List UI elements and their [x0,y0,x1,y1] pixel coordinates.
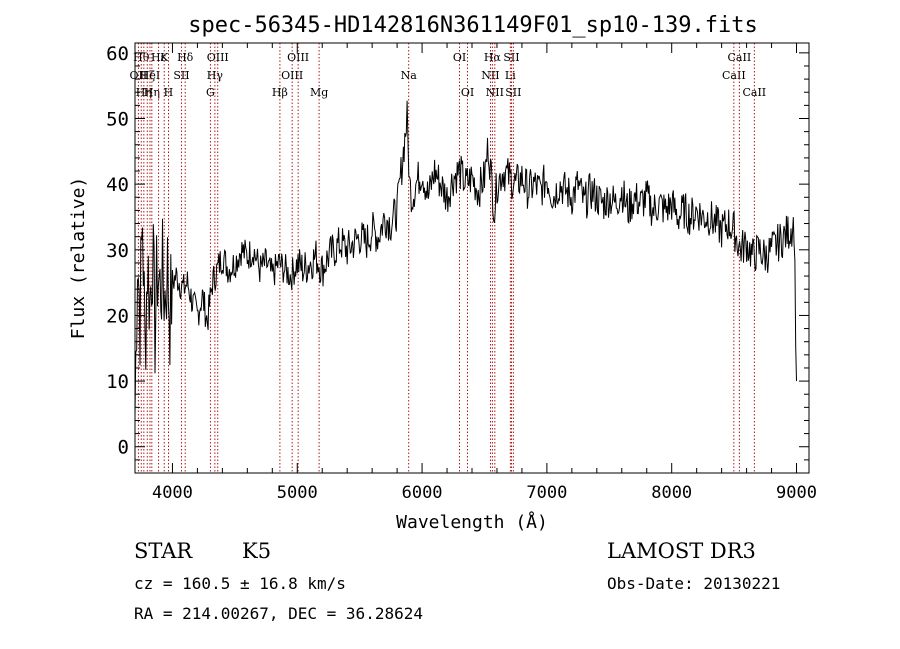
spectral-line-label: Hδ [177,51,194,64]
y-tick-label: 60 [106,43,129,65]
x-tick-label: 8000 [651,483,692,503]
spectral-line-label: CaII [722,69,746,82]
observation-date: Obs-Date: 20130221 [607,574,781,593]
spectral-line-label: Hθ [133,51,150,64]
spectral-line-label: OI [461,86,474,99]
spectral-line-label: Mg [310,86,328,99]
spectral-line-label: OII [130,69,148,82]
spectral-line-label: NII [486,86,504,99]
spectral-line-label: OIII [287,51,309,64]
spectral-line-label: SII [505,86,521,99]
spectral-line-label: CaII [742,86,766,99]
axis-ticks: 4000 5000 6000 7000 8000 9000 0 10 20 30 40 50 60 [106,43,817,503]
object-class: STAR [134,539,193,563]
coordinates-readout: RA = 214.00267, DEC = 36.28624 [134,604,423,623]
y-axis-label: Flux (relative) [68,177,89,340]
spectral-line-label: Na [401,69,418,82]
spectrum-series-line [134,100,797,416]
x-tick-label: 5000 [277,483,318,503]
spectral-line-label: Hε [151,51,167,64]
redshift-readout: cz = 160.5 ± 16.8 km/s [134,574,346,593]
y-tick-label: 50 [106,108,129,130]
spectral-line-label: G [206,86,215,99]
spectral-line-label: H [164,86,174,99]
spectral-line-label: CaII [728,51,752,64]
spectral-line-label: Hβ [272,86,288,99]
y-tick-label: 30 [106,240,129,262]
x-tick-label: 9000 [776,483,817,503]
spectral-line-label: OI [453,51,466,64]
spectral-line-label: SII [173,69,189,82]
y-tick-label: 20 [106,305,129,327]
spectral-line-label: SII [503,51,519,64]
object-subclass: K5 [242,539,272,563]
spectral-line-label: Hη [136,86,152,99]
spectral-line-label: Hη [144,86,160,99]
spectral-line-label: OIII [281,69,303,82]
x-axis-label: Wavelength (Å) [396,511,548,533]
x-tick-label: 4000 [152,483,193,503]
chart-title: spec-56345-HD142816N361149F01_sp10-139.f… [188,13,758,38]
x-tick-label: 7000 [526,483,567,503]
spectral-line-label: Hζ [139,69,155,82]
survey-name: LAMOST DR3 [607,539,756,563]
spectral-line-label: Hγ [207,69,224,82]
spectral-line-label: K [160,51,169,64]
y-tick-label: 10 [106,371,129,393]
spectral-line-label: Li [505,69,516,82]
spectral-line-label: HeI [140,69,160,82]
x-tick-label: 6000 [402,483,443,503]
spectral-line-label: Hα [484,51,502,64]
plot-frame [134,42,810,474]
spectral-line-label: NII [481,69,499,82]
spectral-line-label: OIII [207,51,229,64]
y-tick-label: 40 [106,174,129,196]
y-tick-label: 0 [118,437,129,459]
